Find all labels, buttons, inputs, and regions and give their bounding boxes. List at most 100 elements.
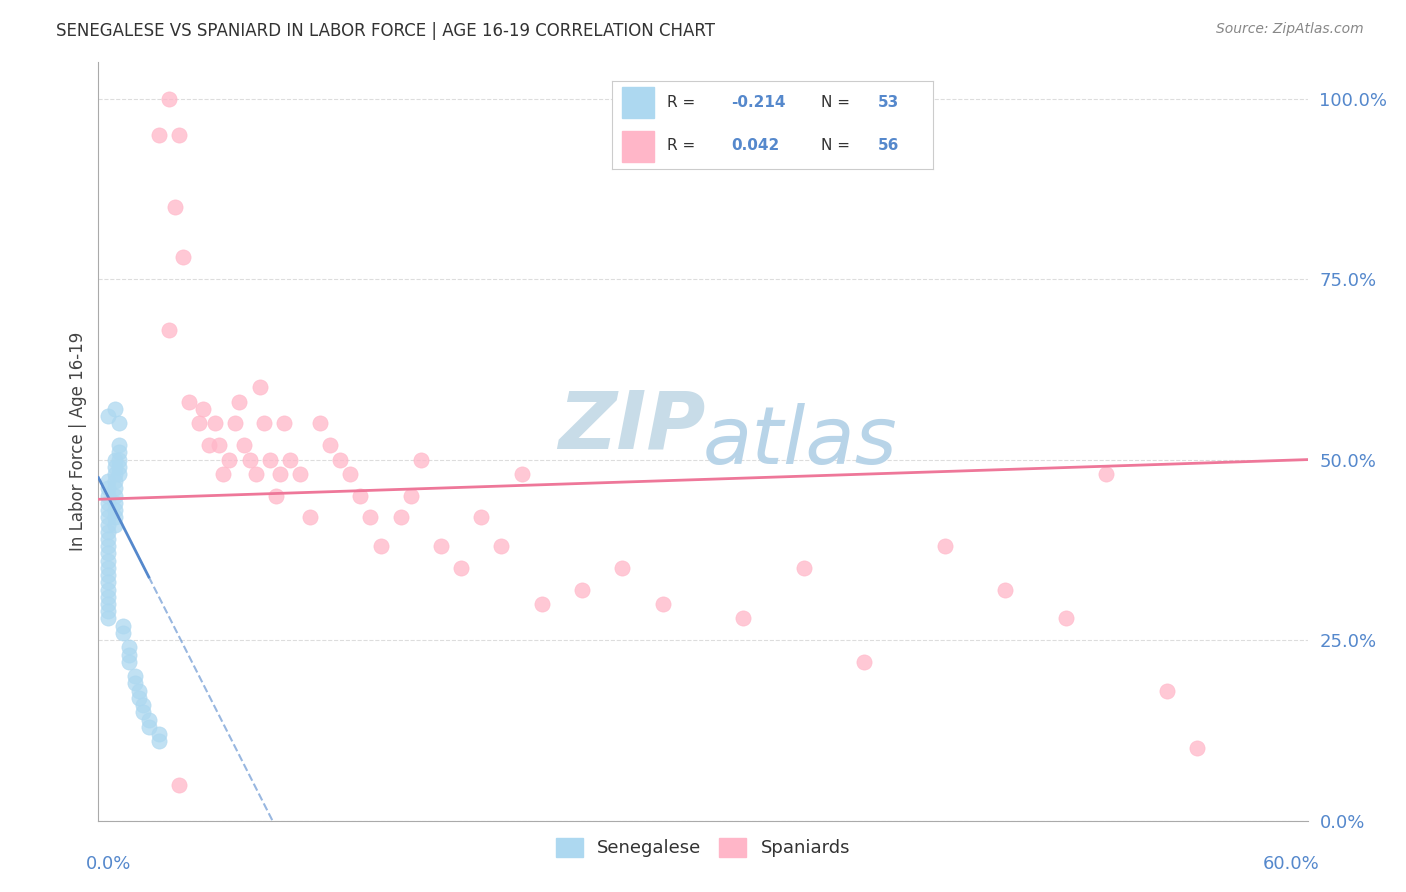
Point: [97, 611, 120, 625]
Point: [491, 539, 513, 553]
Point: [259, 452, 281, 467]
Point: [212, 467, 235, 481]
Point: [97, 561, 120, 575]
Point: [288, 467, 311, 481]
Point: [934, 539, 956, 553]
Point: [97, 503, 120, 517]
Point: [198, 438, 221, 452]
Point: [103, 489, 125, 503]
Point: [1054, 611, 1077, 625]
Y-axis label: In Labor Force | Age 16-19: In Labor Force | Age 16-19: [69, 332, 87, 551]
Point: [224, 417, 246, 431]
Point: [124, 669, 146, 683]
Point: [124, 676, 146, 690]
Point: [97, 517, 120, 532]
Point: [157, 91, 180, 105]
Point: [132, 698, 155, 712]
Point: [138, 720, 160, 734]
Point: [329, 452, 352, 467]
Point: [349, 489, 371, 503]
Point: [107, 417, 129, 431]
Point: [107, 467, 129, 481]
Point: [111, 626, 134, 640]
Point: [97, 532, 120, 546]
Point: [103, 475, 125, 489]
Point: [360, 510, 382, 524]
Point: [188, 417, 211, 431]
Point: [228, 394, 250, 409]
Point: [103, 510, 125, 524]
Point: [97, 546, 120, 560]
Point: [319, 438, 342, 452]
Point: [172, 251, 194, 265]
Point: [128, 690, 150, 705]
Text: atlas: atlas: [703, 402, 898, 481]
Point: [239, 452, 262, 467]
Point: [103, 402, 125, 417]
Point: [97, 568, 120, 582]
Point: [399, 489, 422, 503]
Point: [97, 604, 120, 618]
Legend: Senegalese, Spaniards: Senegalese, Spaniards: [548, 830, 858, 864]
Text: 60.0%: 60.0%: [1263, 855, 1320, 872]
Point: [204, 417, 226, 431]
Point: [97, 554, 120, 568]
Point: [1156, 683, 1178, 698]
Point: [107, 459, 129, 474]
Point: [157, 323, 180, 337]
Point: [167, 128, 190, 142]
Point: [97, 489, 120, 503]
Point: [103, 496, 125, 510]
Point: [389, 510, 412, 524]
Point: [339, 467, 361, 481]
Point: [278, 452, 301, 467]
Point: [103, 482, 125, 496]
Point: [264, 489, 287, 503]
Point: [97, 575, 120, 590]
Point: [97, 409, 120, 424]
Point: [232, 438, 254, 452]
Point: [97, 475, 120, 489]
Point: [571, 582, 593, 597]
Point: [103, 517, 125, 532]
Point: [612, 561, 634, 575]
Point: [111, 618, 134, 632]
Point: [309, 417, 332, 431]
Point: [733, 611, 755, 625]
Point: [249, 380, 271, 394]
Point: [118, 655, 141, 669]
Text: SENEGALESE VS SPANIARD IN LABOR FORCE | AGE 16-19 CORRELATION CHART: SENEGALESE VS SPANIARD IN LABOR FORCE | …: [56, 22, 716, 40]
Point: [107, 445, 129, 459]
Point: [530, 597, 553, 611]
Point: [148, 727, 170, 741]
Point: [107, 452, 129, 467]
Point: [163, 200, 186, 214]
Point: [148, 128, 170, 142]
Point: [97, 482, 120, 496]
Point: [97, 582, 120, 597]
Point: [245, 467, 267, 481]
Point: [193, 402, 215, 417]
Point: [179, 394, 201, 409]
Point: [97, 510, 120, 524]
Text: Source: ZipAtlas.com: Source: ZipAtlas.com: [1216, 22, 1364, 37]
Text: 0.0%: 0.0%: [86, 855, 132, 872]
Point: [273, 417, 295, 431]
Point: [793, 561, 815, 575]
Point: [450, 561, 472, 575]
Point: [148, 734, 170, 748]
Point: [107, 438, 129, 452]
Point: [97, 597, 120, 611]
Point: [97, 496, 120, 510]
Point: [103, 452, 125, 467]
Point: [103, 459, 125, 474]
Point: [1185, 741, 1208, 756]
Text: ZIP: ZIP: [558, 387, 706, 466]
Point: [97, 590, 120, 604]
Point: [118, 648, 141, 662]
Point: [138, 713, 160, 727]
Point: [299, 510, 322, 524]
Point: [1095, 467, 1118, 481]
Point: [994, 582, 1017, 597]
Point: [409, 452, 432, 467]
